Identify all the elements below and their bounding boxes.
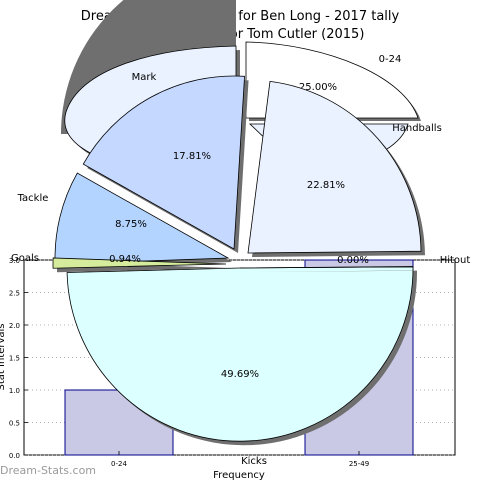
pie2-label-hitout: Hitout xyxy=(440,255,471,266)
pie2-pct-label-kicks: 49.69% xyxy=(221,369,259,380)
pie2-slice-hitout xyxy=(239,266,414,269)
x-axis-label: Frequency xyxy=(213,470,265,480)
y-axis-label: Stat Intervals xyxy=(0,323,7,390)
pie2-slice-handballs xyxy=(247,80,422,254)
pie2-pct-label-goals: 0.94% xyxy=(109,254,141,265)
pie2-pct-label-hitout: 0.00% xyxy=(337,255,369,266)
pie2-label-kicks: Kicks xyxy=(241,456,267,467)
pie1-label-mark: Mark xyxy=(132,72,157,83)
y-tick-label: 2.0 xyxy=(9,322,20,330)
x-tick-label: 25-49 xyxy=(349,460,369,468)
pie2-label-tackle: Tackle xyxy=(17,193,49,204)
watermark: Dream-Stats.com xyxy=(0,464,96,477)
pie2-label-goals: Goals xyxy=(11,253,39,264)
y-tick-label: 0.5 xyxy=(9,420,20,428)
pie2-pct-label-tackle: 8.75% xyxy=(115,219,147,230)
pie2-slice-goals xyxy=(52,257,227,269)
pie1-label-0-24: 0-24 xyxy=(379,54,402,65)
pie2-pct-label-mark: 17.81% xyxy=(173,151,211,162)
y-tick-label: 0.0 xyxy=(9,452,20,460)
pie2-slice-kicks xyxy=(66,266,414,442)
pie2-slice-mark xyxy=(82,75,245,250)
pie1-label-handballs: Handballs xyxy=(392,123,442,134)
x-tick-label: 0-24 xyxy=(111,460,127,468)
pie-chart-tom-cutler: 49.69% 22.81% 17.81% 8.75% 0.94% 0.00% Kicks Ta… xyxy=(11,75,471,467)
y-tick-label: 2.5 xyxy=(9,290,20,298)
pie2-pct-label-handballs: 22.81% xyxy=(307,180,345,191)
y-tick-label: 1.5 xyxy=(9,355,20,363)
pie1-pct-label-0-24: 25.00% xyxy=(299,82,337,93)
y-tick-label: 1.0 xyxy=(9,387,20,395)
pie2-shadow-hitout xyxy=(244,270,417,272)
y-tick-label: 3.0 xyxy=(9,257,20,265)
